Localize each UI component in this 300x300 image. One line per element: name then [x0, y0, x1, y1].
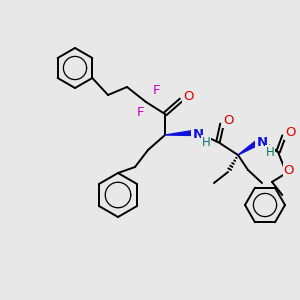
Text: O: O — [223, 113, 233, 127]
Text: O: O — [285, 125, 295, 139]
Text: F: F — [136, 106, 144, 119]
Text: N: N — [192, 128, 204, 140]
Text: H: H — [266, 146, 274, 158]
Text: F: F — [152, 83, 160, 97]
Text: O: O — [284, 164, 294, 178]
Text: H: H — [202, 136, 210, 148]
Polygon shape — [238, 141, 258, 155]
Polygon shape — [165, 130, 193, 136]
Text: O: O — [183, 89, 193, 103]
Text: N: N — [256, 136, 268, 149]
